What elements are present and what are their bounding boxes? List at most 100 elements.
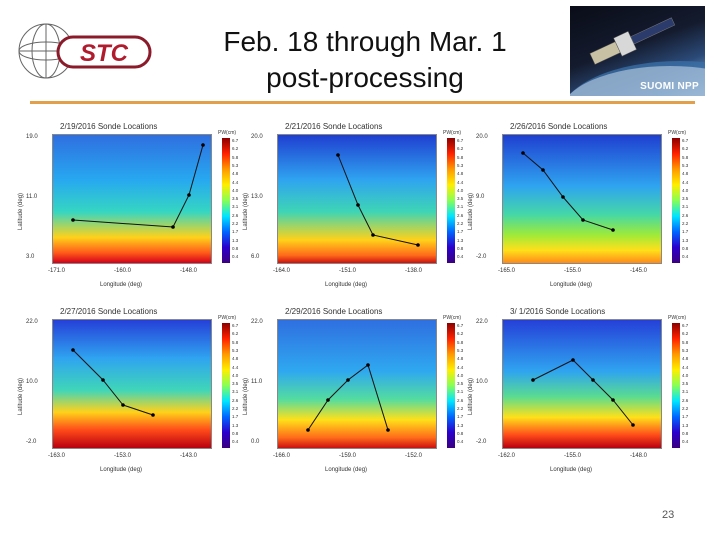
sonde-point <box>561 195 565 199</box>
colorbar-tick-label: 3.5 <box>457 196 464 202</box>
colorbar-tick-label: 0.8 <box>457 245 464 251</box>
colorbar-tick-label: 5.8 <box>682 339 689 345</box>
sonde-point <box>571 358 575 362</box>
colorbar-tick-label: 0.8 <box>682 430 689 436</box>
stc-globe-logo-icon: STC <box>18 23 152 79</box>
panel-title: 2/21/2016 Sonde Locations <box>285 122 383 131</box>
colorbar-tick-label: 6.7 <box>457 138 464 143</box>
slide-title: Feb. 18 through Mar. 1 post-processing <box>180 24 550 96</box>
colorbar-tick-label: 5.3 <box>682 347 689 353</box>
sonde-track <box>521 151 615 232</box>
colorbar-units: PW(cm) <box>443 130 462 136</box>
y-tick-label: 0.0 <box>251 439 260 445</box>
colorbar-units: PW(cm) <box>668 130 687 136</box>
y-tick-label: 6.0 <box>251 254 260 260</box>
y-tick-label: 20.0 <box>476 134 488 140</box>
panel-title: 2/29/2016 Sonde Locations <box>285 307 383 316</box>
sonde-point <box>326 398 330 402</box>
colorbar-tick-label: 2.2 <box>682 221 689 226</box>
colorbar-tick-label: 5.8 <box>457 339 464 345</box>
sonde-point <box>386 428 390 432</box>
colorbar-units: PW(cm) <box>443 315 462 321</box>
sonde-track <box>306 363 390 432</box>
y-tick-label: 11.0 <box>251 379 263 385</box>
map-panel: 2/27/2016 Sonde Locations Latitude (deg) L… <box>18 305 239 475</box>
map-panel: 3/ 1/2016 Sonde Locations Latitude (deg) L… <box>468 305 689 475</box>
sonde-track-line <box>307 364 389 431</box>
colorbar-tick-label: 6.2 <box>457 331 464 337</box>
colorbar-tick-label: 3.5 <box>682 381 689 387</box>
colorbar-tick-label: 5.3 <box>232 347 239 353</box>
sonde-track-line <box>72 144 204 228</box>
colorbar-tick-label: 5.8 <box>232 339 239 345</box>
x-tick-label: -163.0 <box>48 453 66 459</box>
colorbar-tick-label: 5.3 <box>232 162 239 168</box>
x-tick-label: -164.0 <box>273 268 291 274</box>
colorbar-tick-label: 2.6 <box>232 212 239 218</box>
sonde-point <box>151 413 155 417</box>
sonde-track-line <box>522 152 614 231</box>
colorbar-tick-label: 3.1 <box>232 204 239 210</box>
colorbar-tick-label: 3.5 <box>457 381 464 387</box>
colorbar-tick-label: 0.4 <box>682 439 689 445</box>
colorbar-units: PW(cm) <box>218 315 237 321</box>
colorbar-tick-label: 1.3 <box>457 422 464 428</box>
colorbar-tick-label: 1.7 <box>457 414 464 420</box>
colorbar-tick-label: 4.0 <box>232 372 239 378</box>
colorbar-tick-label: 6.2 <box>232 331 239 337</box>
colorbar-tick-label: 5.8 <box>682 154 689 160</box>
x-axis-label: Longitude (deg) <box>325 282 368 288</box>
colorbar-tick-label: 2.6 <box>682 212 689 218</box>
colorbar-tick-label: 4.8 <box>682 356 689 362</box>
colorbar-tick-label: 4.4 <box>682 179 689 185</box>
x-tick-label: -155.0 <box>564 268 582 274</box>
colorbar-tick-label: 2.6 <box>682 397 689 403</box>
y-axis-label: Latitude (deg) <box>18 377 24 415</box>
sonde-point <box>71 218 75 222</box>
sonde-track <box>71 348 155 417</box>
sonde-track-line <box>532 359 634 426</box>
colorbar-tick-label: 5.3 <box>457 162 464 168</box>
panel-title: 2/19/2016 Sonde Locations <box>60 122 158 131</box>
colorbar-tick-label: 3.1 <box>457 204 464 210</box>
panel-title: 2/27/2016 Sonde Locations <box>60 307 158 316</box>
colorbar-tick-label: 6.2 <box>682 331 689 337</box>
sonde-track-line <box>72 349 154 416</box>
colorbar-tick-label: 0.4 <box>232 254 239 260</box>
sonde-point <box>581 218 585 222</box>
colorbar-tick-label: 4.8 <box>232 356 239 362</box>
colorbar-tick-label: 1.3 <box>457 237 464 243</box>
sonde-track-line <box>337 154 419 246</box>
colorbar-tick-label: 5.3 <box>457 347 464 353</box>
x-axis-label: Longitude (deg) <box>325 467 368 473</box>
sonde-point <box>201 143 205 147</box>
pw-map-plot <box>277 319 437 449</box>
y-tick-label: 11.0 <box>26 194 38 200</box>
map-panel: 2/26/2016 Sonde Locations Latitude (deg) L… <box>468 120 689 290</box>
colorbar-tick-label: 4.4 <box>457 179 464 185</box>
colorbar-tick-label: 2.6 <box>457 397 464 403</box>
colorbar-tick-label: 6.7 <box>232 138 239 143</box>
page-number: 23 <box>662 509 675 521</box>
y-tick-label: -2.0 <box>26 439 37 445</box>
colorbar-tick-label: 1.3 <box>232 237 239 243</box>
colorbar-tick-label: 2.2 <box>232 406 239 411</box>
x-tick-label: -148.0 <box>630 453 648 459</box>
satellite-icon <box>570 17 705 96</box>
sonde-point <box>521 151 525 155</box>
y-axis-label: Latitude (deg) <box>468 377 474 415</box>
y-axis-label: Latitude (deg) <box>468 192 474 230</box>
title-line-2: post-processing <box>266 62 464 93</box>
colorbar-tick-label: 3.5 <box>232 381 239 387</box>
x-tick-label: -151.0 <box>339 268 357 274</box>
colorbar <box>222 138 230 263</box>
colorbar-tick-label: 1.7 <box>682 414 689 420</box>
logo-text: STC <box>80 40 129 67</box>
x-tick-label: -159.0 <box>339 453 357 459</box>
colorbar-tick-label: 2.6 <box>457 212 464 218</box>
x-axis-label: Longitude (deg) <box>100 467 143 473</box>
panel-title: 3/ 1/2016 Sonde Locations <box>510 307 606 316</box>
colorbar-units: PW(cm) <box>218 130 237 136</box>
sonde-point <box>611 228 615 232</box>
colorbar-tick-label: 4.8 <box>457 356 464 362</box>
